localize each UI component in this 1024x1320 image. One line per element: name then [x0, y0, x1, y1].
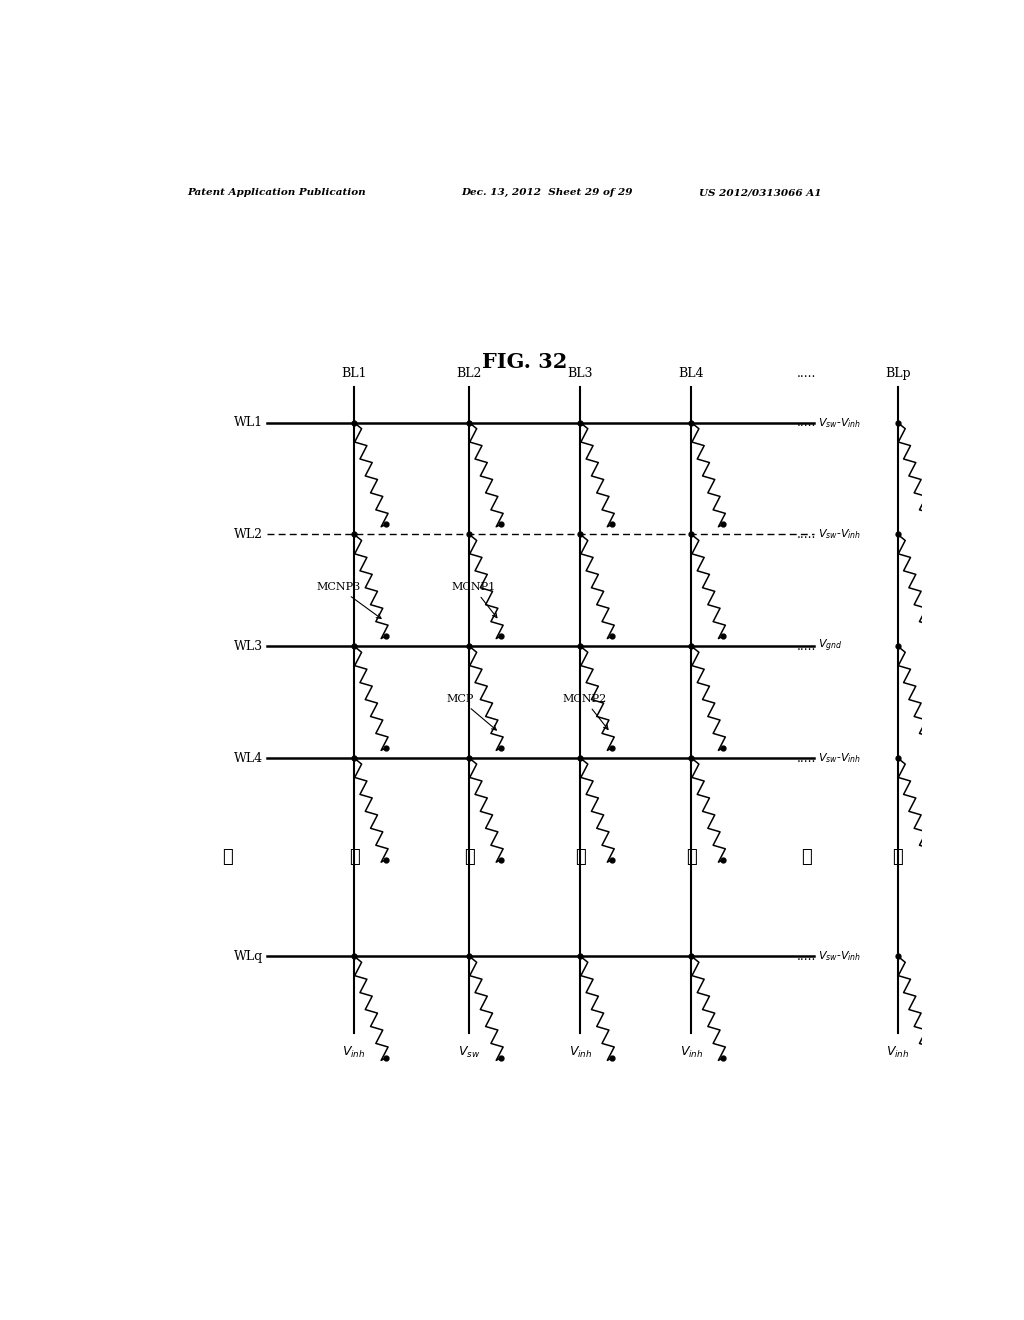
Text: Patent Application Publication: Patent Application Publication	[187, 189, 367, 198]
Text: .....: .....	[797, 416, 816, 429]
Text: WL2: WL2	[233, 528, 263, 541]
Text: BLp: BLp	[885, 367, 910, 380]
Text: ⋮: ⋮	[893, 849, 903, 866]
Text: $V_{inh}$: $V_{inh}$	[886, 1044, 909, 1060]
Text: ⋮: ⋮	[222, 849, 232, 866]
Text: ⋮: ⋮	[801, 849, 812, 866]
Text: ⋮: ⋮	[575, 849, 586, 866]
Text: ⋮: ⋮	[464, 849, 474, 866]
Text: BL4: BL4	[679, 367, 705, 380]
Text: $V_{gnd}$: $V_{gnd}$	[818, 638, 843, 655]
Text: .....: .....	[797, 751, 816, 764]
Text: $V_{inh}$: $V_{inh}$	[568, 1044, 592, 1060]
Text: MCP: MCP	[446, 694, 497, 730]
Text: BL3: BL3	[567, 367, 593, 380]
Text: $V_{sw}$-$V_{inh}$: $V_{sw}$-$V_{inh}$	[818, 949, 861, 964]
Text: $V_{inh}$: $V_{inh}$	[342, 1044, 366, 1060]
Text: MCNP2: MCNP2	[562, 694, 608, 730]
Text: ⋮: ⋮	[686, 849, 696, 866]
Text: .....: .....	[797, 640, 816, 653]
Text: MCNP1: MCNP1	[452, 582, 497, 618]
Text: $V_{sw}$-$V_{inh}$: $V_{sw}$-$V_{inh}$	[818, 416, 861, 429]
Text: ⋮: ⋮	[349, 849, 359, 866]
Text: $V_{sw}$-$V_{inh}$: $V_{sw}$-$V_{inh}$	[818, 751, 861, 766]
Text: $V_{inh}$: $V_{inh}$	[680, 1044, 703, 1060]
Text: $V_{sw}$-$V_{inh}$: $V_{sw}$-$V_{inh}$	[818, 528, 861, 541]
Text: FIG. 32: FIG. 32	[482, 351, 567, 372]
Text: WL1: WL1	[233, 416, 263, 429]
Text: MCNP3: MCNP3	[316, 582, 381, 619]
Text: WL3: WL3	[233, 640, 263, 653]
Text: WLq: WLq	[233, 950, 263, 962]
Text: US 2012/0313066 A1: US 2012/0313066 A1	[699, 189, 822, 198]
Text: .....: .....	[797, 528, 816, 541]
Text: BL1: BL1	[341, 367, 367, 380]
Text: .....: .....	[797, 950, 816, 962]
Text: Dec. 13, 2012  Sheet 29 of 29: Dec. 13, 2012 Sheet 29 of 29	[461, 189, 633, 198]
Text: BL2: BL2	[457, 367, 482, 380]
Text: .....: .....	[797, 367, 816, 380]
Text: $V_{sw}$: $V_{sw}$	[458, 1044, 480, 1060]
Text: WL4: WL4	[233, 751, 263, 764]
